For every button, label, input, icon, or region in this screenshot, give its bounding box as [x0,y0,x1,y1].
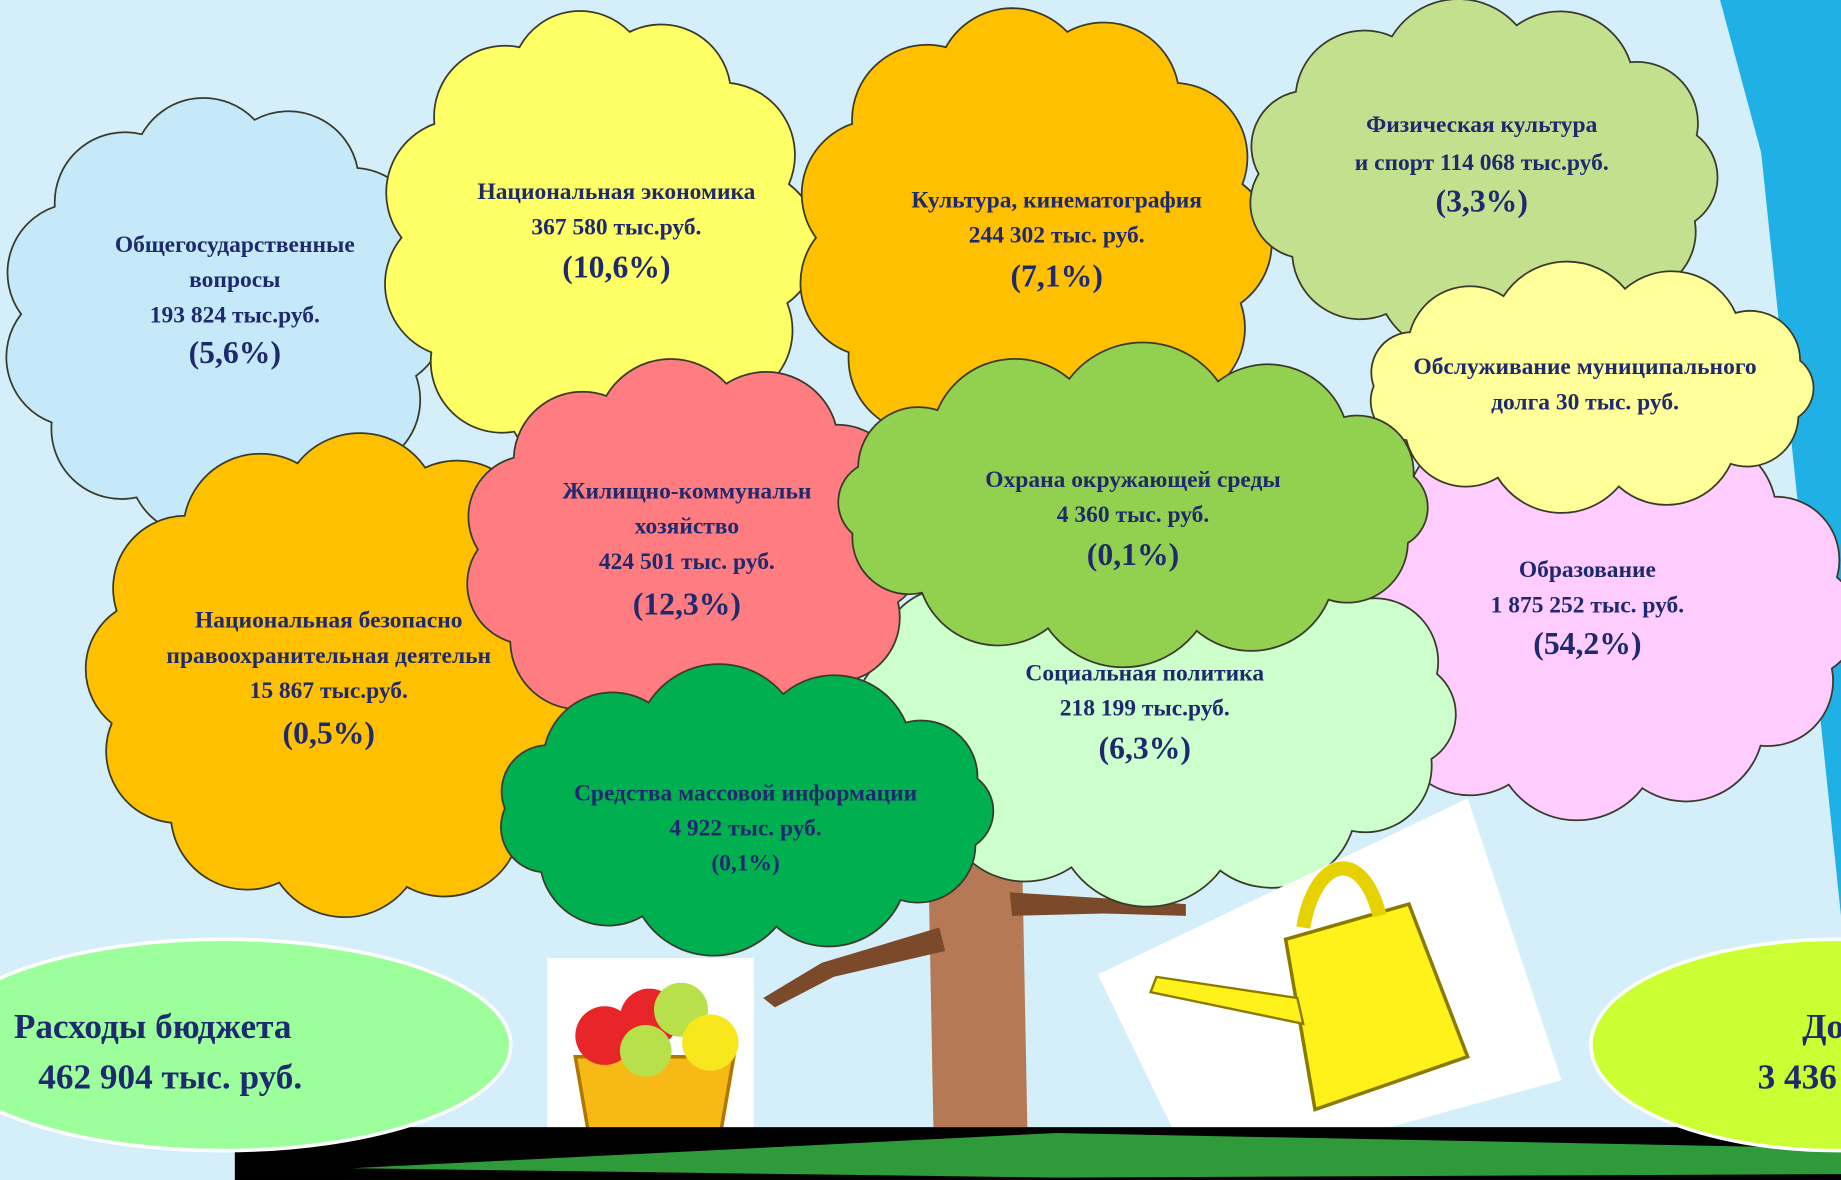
cloud-line: Национальная безопасно [195,608,462,634]
cloud-line: вопросы [189,267,280,293]
apple [682,1014,738,1070]
cloud-line: 424 501 тыс. руб. [599,549,775,575]
cloud-share: (7,1%) [1010,259,1102,294]
cloud-line: хозяйство [635,514,739,540]
cloud-line: 367 580 тыс.руб. [531,214,701,240]
cloud-share: (10,6%) [562,249,670,284]
expenses-amount: 462 904 тыс. руб. [38,1057,302,1096]
income-title: Дох [1802,1007,1841,1046]
clouds: Общегосударственные вопросы 193 824 тыс.ру… [6,0,1841,956]
cloud-line: 218 199 тыс.руб. [1060,696,1230,722]
cloud-line: Физическая культура [1366,112,1597,138]
cloud-line: Общегосударственные [115,232,355,258]
cloud-line: 244 302 тыс. руб. [969,223,1145,249]
cloud-share: (0,1%) [1087,537,1179,572]
cloud-line: и спорт 114 068 тыс.руб. [1355,150,1609,176]
cloud-share: (3,3%) [1436,184,1528,219]
ground [235,1127,1841,1180]
cloud-line: Культура, кинематография [911,187,1202,213]
cloud-line: Обслуживание муниципального [1413,354,1756,380]
cloud-share: (6,3%) [1099,731,1191,766]
cloud-line: 15 867 тыс.руб. [250,678,408,704]
cloud-share: (12,3%) [633,586,741,621]
cloud-line: Образование [1519,557,1656,583]
cloud-line: долга 30 тыс. руб. [1491,389,1679,415]
apple [620,1025,672,1077]
income-amount: 3 436 [1758,1057,1837,1096]
cloud-line: правоохранительная деятельн [166,643,491,669]
cloud-share: (0,5%) [283,715,375,750]
cloud-line: Охрана окружающей среды [985,467,1280,493]
cloud-line: 4 922 тыс. руб. [669,815,821,841]
cloud-line: 4 360 тыс. руб. [1057,502,1209,528]
cloud-share: (54,2%) [1533,626,1641,661]
cloud-share: (5,6%) [189,335,281,370]
cloud-line: 193 824 тыс.руб. [150,302,320,328]
cloud-line: Средства массовой информации [574,780,917,806]
cloud-line: Жилищно-коммунальн [562,479,811,505]
basket [547,958,754,1148]
expenses-title: Расходы бюджета [14,1007,292,1046]
cloud-line: Национальная экономика [477,179,755,205]
slide: Общегосударственные вопросы 193 824 тыс.ру… [0,0,1841,1180]
cloud-line: 1 875 252 тыс. руб. [1491,592,1685,618]
cloud-line: (0,1%) [711,851,779,877]
page: {"clouds": [ {"lines": ["Общегосударстве… [0,0,1841,1180]
